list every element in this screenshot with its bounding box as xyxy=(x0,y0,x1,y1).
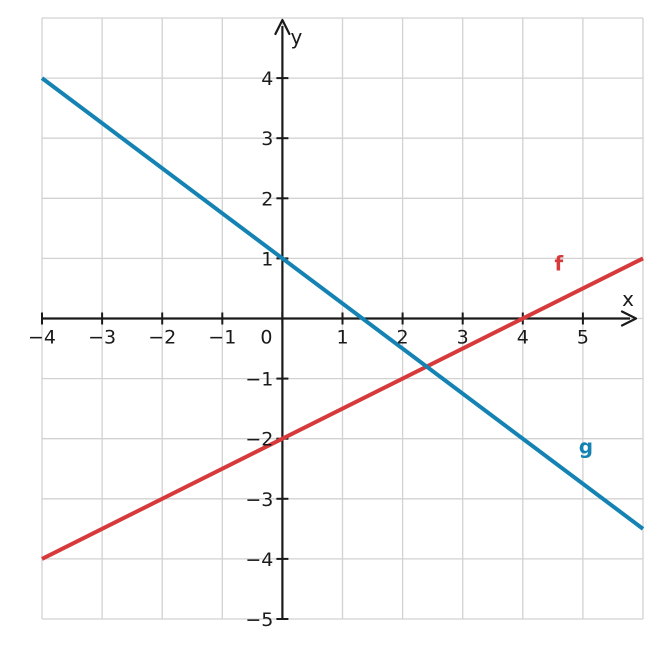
y-tick-label: −5 xyxy=(245,609,273,631)
series-lines xyxy=(40,76,645,561)
series-line-f xyxy=(41,256,644,561)
series-label-g: g xyxy=(579,435,593,459)
x-tick-label: −4 xyxy=(28,327,56,349)
x-tick-label: 0 xyxy=(260,327,272,349)
y-tick-label: −2 xyxy=(245,429,273,451)
x-tick-label: 5 xyxy=(577,327,589,349)
x-axis-arrow xyxy=(620,310,638,327)
labels: −4 −3 −2 −1 0 1 2 3 4 5 −5 −4 −3 −2 −1 1 2 3 4 x y f g xyxy=(28,25,634,631)
series-label-f: f xyxy=(555,251,564,275)
x-tick-label: 1 xyxy=(336,327,348,349)
y-tick-label: 3 xyxy=(261,128,273,150)
axes xyxy=(42,18,638,619)
series-line-g xyxy=(40,76,645,531)
y-tick-label: −3 xyxy=(245,489,273,511)
y-tick-label: −4 xyxy=(245,549,273,571)
x-tick-label: −3 xyxy=(88,327,116,349)
y-tick-label: 1 xyxy=(261,248,273,270)
x-tick-label: 2 xyxy=(397,327,409,349)
x-tick-label: −2 xyxy=(148,327,176,349)
y-axis-arrow xyxy=(274,18,291,36)
y-tick-label: 2 xyxy=(261,188,273,210)
y-tick-label: −1 xyxy=(245,369,273,391)
x-axis-label: x xyxy=(622,287,634,311)
x-tick-label: 4 xyxy=(517,327,529,349)
x-tick-label: −1 xyxy=(208,327,236,349)
grid xyxy=(41,17,644,620)
ticks xyxy=(41,77,584,620)
y-tick-label: 4 xyxy=(261,68,273,90)
x-tick-label: 3 xyxy=(457,327,469,349)
y-axis-label: y xyxy=(290,25,302,49)
